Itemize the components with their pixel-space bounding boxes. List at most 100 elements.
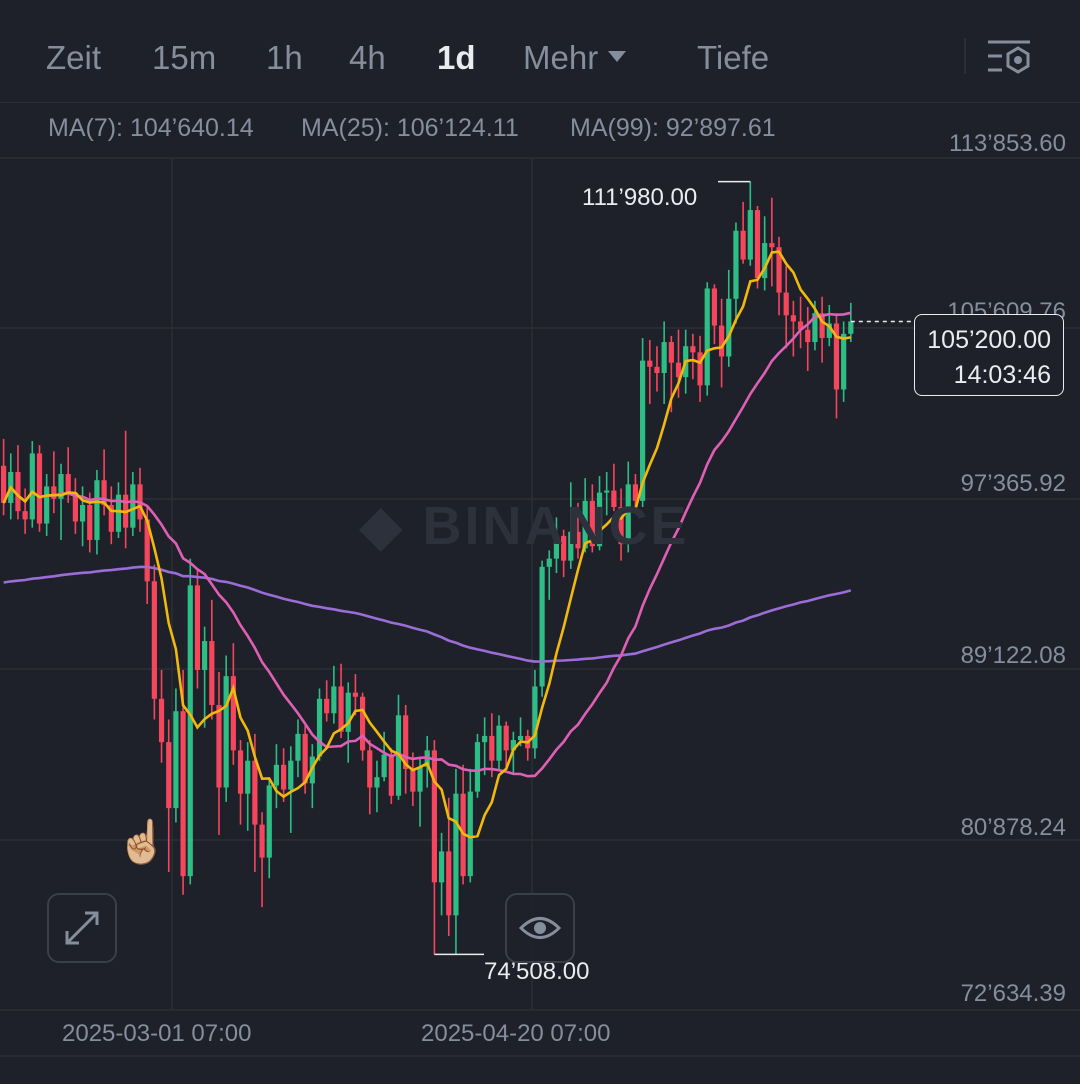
chart-settings-button[interactable] bbox=[986, 36, 1034, 80]
candle-body bbox=[632, 484, 639, 501]
candle-body bbox=[410, 768, 416, 792]
candle-body bbox=[496, 725, 502, 761]
toolbar-divider bbox=[964, 38, 966, 74]
eye-icon bbox=[518, 917, 562, 939]
chart-grid bbox=[0, 157, 1080, 1057]
candle-body bbox=[517, 735, 524, 741]
candle-body bbox=[776, 247, 782, 293]
candle-body bbox=[223, 676, 229, 788]
candle-body bbox=[130, 484, 136, 528]
candle-body bbox=[561, 535, 567, 561]
candle-body bbox=[65, 474, 71, 493]
candle-body bbox=[288, 760, 294, 790]
candle-body bbox=[0, 465, 7, 503]
candle-body bbox=[166, 742, 172, 809]
candle-body bbox=[589, 500, 595, 547]
candle-body bbox=[790, 315, 796, 322]
candle-body bbox=[273, 764, 280, 786]
candle-body bbox=[582, 500, 588, 549]
current-price-box: 105’200.00 14:03:46 bbox=[914, 314, 1064, 396]
ma99-legend: MA(99): 92’897.61 bbox=[570, 114, 776, 142]
candle-body bbox=[841, 333, 847, 390]
tab-1h[interactable]: 1h bbox=[266, 39, 303, 76]
candle-body bbox=[252, 760, 258, 825]
candle-body bbox=[72, 492, 78, 522]
price-tick: 72’634.39 bbox=[960, 980, 1066, 1007]
tab-15m[interactable]: 15m bbox=[152, 39, 217, 76]
tab-tiefe[interactable]: Tiefe bbox=[697, 39, 770, 76]
expand-chart-button[interactable] bbox=[47, 893, 117, 963]
candle-body bbox=[381, 754, 387, 778]
tab-mehr-dropdown[interactable]: Mehr bbox=[523, 36, 627, 80]
ma99-line bbox=[3, 565, 852, 663]
candle-body bbox=[532, 686, 538, 749]
candle-body bbox=[826, 323, 832, 338]
candle-body bbox=[625, 484, 631, 545]
price-tick: 80’878.24 bbox=[960, 814, 1066, 841]
candle-body bbox=[668, 342, 674, 363]
candle-body bbox=[15, 471, 21, 512]
candle-body bbox=[718, 325, 725, 357]
candle-body bbox=[173, 711, 179, 809]
candle-body bbox=[209, 641, 215, 706]
candle-body bbox=[22, 511, 28, 520]
candle-body bbox=[510, 740, 516, 751]
candle-body bbox=[819, 313, 825, 338]
candle-body bbox=[740, 230, 746, 260]
candle-body bbox=[618, 507, 624, 545]
candle-body bbox=[704, 288, 710, 386]
candle-body bbox=[94, 480, 100, 541]
candle-body bbox=[158, 698, 165, 743]
candle-body bbox=[711, 288, 718, 326]
candle-body bbox=[202, 641, 208, 670]
candle-body bbox=[58, 474, 64, 499]
candle-body bbox=[316, 698, 323, 757]
ma25-legend: MA(25): 106’124.11 bbox=[301, 114, 519, 142]
candle-body bbox=[474, 742, 481, 792]
candle-body bbox=[754, 210, 761, 279]
toggle-indicators-button[interactable] bbox=[505, 893, 575, 963]
candle-body bbox=[654, 366, 660, 374]
date-tick: 2025-04-20 07:00 bbox=[421, 1020, 611, 1047]
candle-body bbox=[762, 243, 768, 279]
candle-body bbox=[331, 686, 337, 714]
caret-down-icon bbox=[608, 50, 627, 62]
candle-body bbox=[805, 329, 811, 343]
candle-body bbox=[230, 676, 236, 751]
candle-body bbox=[388, 754, 394, 796]
candle-body bbox=[237, 750, 244, 794]
candle-body bbox=[295, 733, 301, 761]
candle-body bbox=[108, 504, 114, 532]
candle-body bbox=[604, 490, 610, 493]
candle-body bbox=[640, 360, 646, 501]
candle-body bbox=[812, 313, 818, 343]
candle-body bbox=[661, 342, 667, 374]
tab-mehr-label: Mehr bbox=[523, 39, 599, 76]
candle-body bbox=[367, 750, 373, 788]
candle-body bbox=[489, 735, 495, 761]
price-tick: 89’122.08 bbox=[960, 642, 1066, 669]
candle-body bbox=[611, 490, 617, 508]
candle-body bbox=[539, 566, 545, 687]
candle-body bbox=[151, 581, 157, 699]
candle-body bbox=[51, 486, 57, 499]
chart-settings-icon bbox=[988, 40, 1030, 74]
candle-body bbox=[833, 323, 840, 390]
candle-body bbox=[726, 298, 732, 357]
candle-body bbox=[848, 321, 854, 334]
candle-body bbox=[467, 791, 473, 877]
candle-body bbox=[302, 733, 308, 784]
tab-zeit[interactable]: Zeit bbox=[46, 39, 102, 76]
candle-body bbox=[36, 453, 43, 524]
price-tick: 97’365.92 bbox=[960, 470, 1066, 497]
candle-countdown: 14:03:46 bbox=[953, 361, 1051, 389]
candle-body bbox=[187, 585, 193, 877]
tab-4h[interactable]: 4h bbox=[349, 39, 386, 76]
moving-average-lines bbox=[2, 250, 852, 839]
candle-body bbox=[79, 504, 86, 522]
candle-body bbox=[44, 486, 50, 524]
candle-body bbox=[596, 492, 603, 547]
high-low-markers bbox=[434, 180, 914, 956]
tab-1d[interactable]: 1d bbox=[437, 39, 476, 76]
